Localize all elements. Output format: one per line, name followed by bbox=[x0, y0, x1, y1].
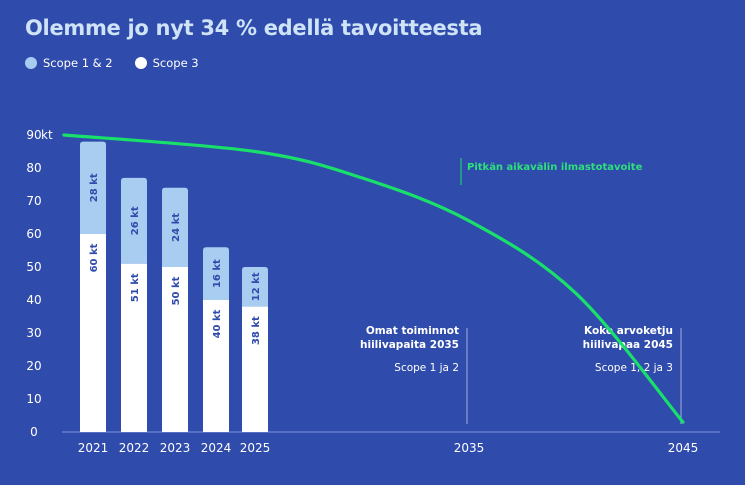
x-tick-label: 2024 bbox=[201, 441, 232, 455]
legend: Scope 1 & 2 Scope 3 bbox=[25, 56, 221, 70]
legend-swatch-scope-3 bbox=[134, 57, 147, 69]
bar-label-scope-1-2: 16 kt bbox=[212, 259, 223, 288]
y-tick-label: 90 bbox=[26, 128, 41, 142]
bar-label-scope-3: 40 kt bbox=[212, 309, 223, 338]
bar-scope-1-2 bbox=[121, 177, 147, 264]
bar-scope-3 bbox=[242, 306, 268, 432]
bar-label-scope-3: 51 kt bbox=[130, 273, 141, 302]
x-tick-label: 2021 bbox=[78, 441, 109, 455]
legend-label-scope-3: Scope 3 bbox=[152, 56, 199, 70]
bar-scope-1-2 bbox=[203, 247, 229, 300]
bar-scope-1-2 bbox=[242, 267, 268, 307]
bar-scope-3 bbox=[80, 234, 106, 432]
annotation-title: hiilivapaita 2035 bbox=[360, 339, 459, 351]
x-tick-label: 2022 bbox=[119, 441, 150, 455]
x-tick-label: 2025 bbox=[240, 441, 271, 455]
bar-label-scope-3: 60 kt bbox=[89, 243, 100, 272]
bar-scope-3 bbox=[203, 300, 229, 432]
y-tick-label: 50 bbox=[26, 260, 41, 274]
bar-scope-3 bbox=[121, 263, 147, 432]
bar-scope-3 bbox=[162, 267, 188, 432]
legend-label-scope-1-2: Scope 1 & 2 bbox=[43, 56, 113, 70]
annotation-title: Omat toiminnot bbox=[366, 325, 459, 337]
legend-item-scope-3: Scope 3 bbox=[134, 56, 199, 70]
bar-label-scope-3: 38 kt bbox=[251, 316, 262, 345]
x-tick-label: 2045 bbox=[668, 441, 699, 455]
bar-label-scope-3: 50 kt bbox=[171, 276, 182, 305]
bar-scope-1-2 bbox=[80, 141, 106, 234]
legend-swatch-scope-1-2 bbox=[25, 57, 37, 69]
annotation-subtitle: Scope 1 ja 2 bbox=[394, 362, 459, 374]
legend-item-scope-1-2: Scope 1 & 2 bbox=[25, 56, 113, 70]
y-tick-label: 30 bbox=[26, 326, 41, 340]
annotation-title: hiilivapaa 2045 bbox=[583, 339, 673, 351]
bar-label-scope-1-2: 26 kt bbox=[130, 206, 141, 235]
y-tick-label: 10 bbox=[26, 392, 41, 406]
y-tick-label: 0 bbox=[30, 425, 38, 439]
x-tick-label: 2035 bbox=[454, 441, 485, 455]
y-tick-label: 60 bbox=[26, 227, 41, 241]
y-tick-label: 80 bbox=[26, 161, 41, 175]
target-curve-label: Pitkän aikavälin ilmastotavoite bbox=[467, 162, 643, 173]
annotation-subtitle: Scope 1, 2 ja 3 bbox=[595, 362, 673, 374]
y-tick-label: 20 bbox=[26, 359, 41, 373]
bar-label-scope-1-2: 28 kt bbox=[89, 173, 100, 202]
target-curve-line bbox=[62, 133, 685, 424]
x-tick-label: 2023 bbox=[160, 441, 191, 455]
y-tick-label: 40 bbox=[26, 293, 41, 307]
bar-label-scope-1-2: 12 kt bbox=[251, 272, 262, 301]
bar-label-scope-1-2: 24 kt bbox=[171, 213, 182, 242]
y-unit-label: kt bbox=[41, 128, 53, 142]
chart-title: Olemme jo nyt 34 % edellä tavoitteesta bbox=[25, 16, 483, 40]
annotation-title: Koko arvoketju bbox=[584, 325, 673, 337]
y-tick-label: 70 bbox=[26, 194, 41, 208]
bar-scope-1-2 bbox=[162, 187, 188, 267]
